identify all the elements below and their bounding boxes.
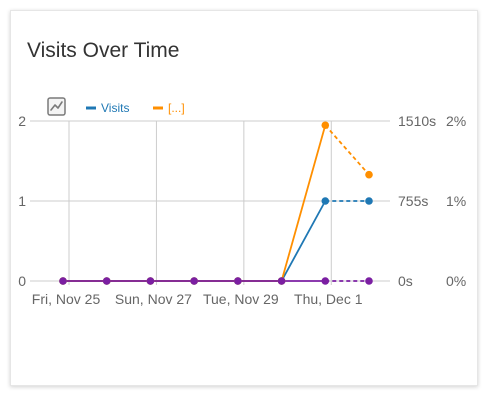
series-line-incomplete-1 (324, 124, 370, 176)
data-point-1 (365, 170, 373, 179)
data-point-0 (321, 197, 330, 205)
x-tick-label: Tue, Nov 29 (203, 291, 279, 307)
legend-item-other[interactable]: [...] (153, 101, 185, 115)
series-line-1 (63, 124, 327, 282)
data-point-2 (321, 277, 330, 285)
legend-label-visits: Visits (101, 101, 129, 115)
y-tick-label-right: 1510s (398, 113, 436, 129)
x-axis: Fri, Nov 25 Sun, Nov 27 Tue, Nov 29 Thu, De… (32, 291, 363, 307)
x-tick-label: Thu, Dec 1 (294, 291, 363, 307)
series-line-0 (63, 200, 327, 282)
x-tick-label: Fri, Nov 25 (32, 291, 101, 307)
y-axis-right-outer: 0% 1% 2% (446, 113, 466, 289)
data-point-2 (234, 277, 242, 285)
chart-grid (30, 120, 390, 285)
data-point-2 (102, 277, 111, 285)
data-point-2 (59, 277, 67, 285)
x-tick-label: Sun, Nov 27 (115, 291, 192, 307)
y-tick-label-right: 755s (398, 193, 428, 209)
y-tick-label-right-outer: 0% (446, 273, 466, 289)
data-point-2 (365, 277, 373, 285)
data-point-2 (277, 277, 286, 285)
data-point-2 (146, 277, 155, 285)
y-tick-label-left: 2 (18, 113, 26, 129)
legend-item-visits[interactable]: Visits (86, 101, 129, 115)
y-tick-label-right: 0s (398, 273, 413, 289)
y-tick-label-right-outer: 1% (446, 193, 466, 209)
y-tick-label-left: 1 (18, 193, 26, 209)
chart-type-selector[interactable] (47, 97, 66, 116)
series-points (59, 121, 373, 285)
y-axis-right: 0s 755s 1510s (398, 113, 436, 289)
y-tick-label-left: 0 (18, 273, 26, 289)
data-point-2 (190, 277, 198, 285)
widget-title: Visits Over Time (27, 39, 180, 62)
legend-label-other: [...] (168, 101, 185, 115)
data-point-1 (321, 121, 330, 130)
y-tick-label-right-outer: 2% (446, 113, 466, 129)
y-axis-left: 0 1 2 (18, 113, 26, 289)
data-point-0 (365, 197, 373, 205)
legend: Visits [...] (47, 97, 185, 116)
